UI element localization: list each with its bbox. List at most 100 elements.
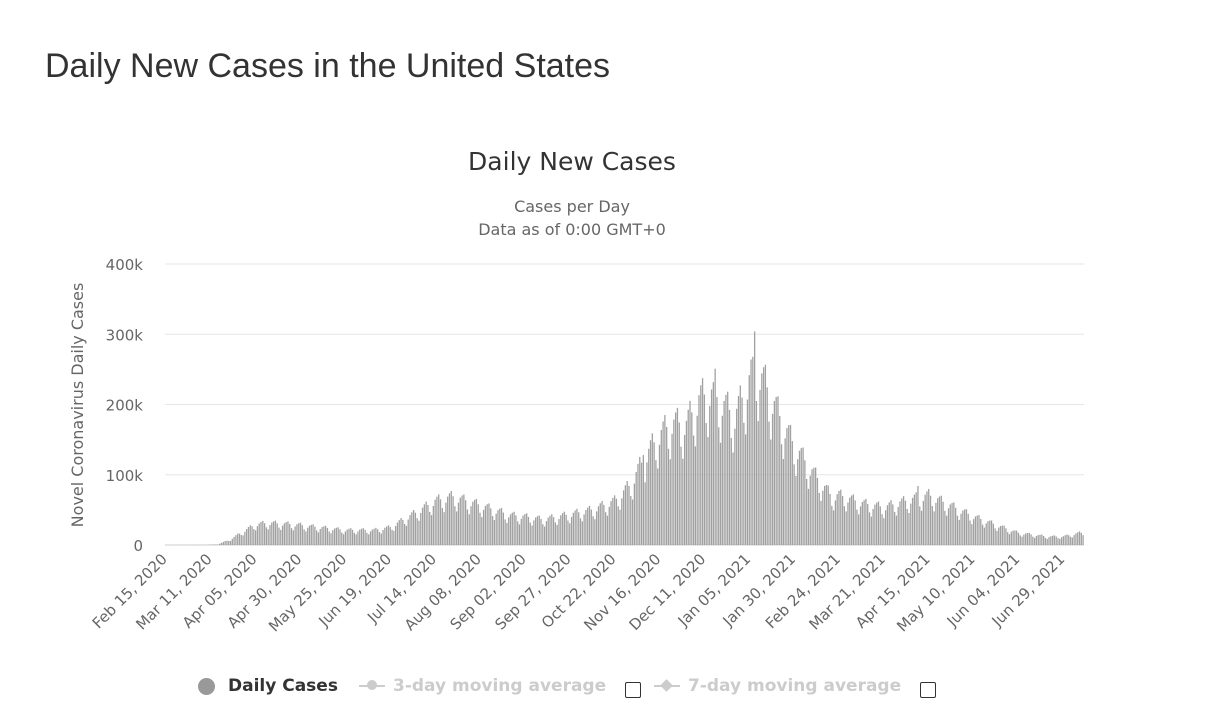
bar [978, 515, 980, 545]
bar [877, 501, 880, 545]
bar [495, 513, 497, 545]
bar [251, 526, 253, 545]
bar [445, 502, 447, 545]
bar [764, 364, 767, 545]
bar [852, 494, 854, 545]
legend-item-7-day-average[interactable]: 7-day moving average [654, 676, 901, 696]
bar [1021, 536, 1023, 545]
bar [337, 527, 339, 545]
bar [680, 446, 682, 545]
checkbox-3-day-average[interactable] [625, 682, 641, 698]
bar [1057, 538, 1059, 545]
bar [883, 518, 885, 545]
y-tick-label: 300k [106, 326, 144, 344]
bar [447, 496, 449, 545]
bar [605, 512, 607, 545]
bar [387, 525, 390, 545]
x-tick-label: May 10, 2021 [893, 550, 978, 635]
bar [653, 442, 655, 545]
bar [1030, 534, 1032, 545]
bar [813, 467, 815, 545]
bar [622, 490, 625, 545]
bar [745, 434, 747, 545]
bar [527, 516, 530, 545]
bar [797, 459, 799, 545]
bar [990, 520, 993, 545]
bar [858, 514, 860, 545]
bar [1062, 536, 1064, 545]
bar [1042, 535, 1045, 545]
bar [710, 389, 713, 545]
bar [1078, 531, 1081, 545]
bar [386, 526, 388, 545]
bar [615, 498, 618, 545]
bar [229, 540, 232, 545]
bar [344, 531, 347, 545]
bar [829, 493, 831, 545]
bar [635, 471, 637, 545]
checkbox-7-day-average[interactable] [920, 682, 936, 698]
bar [545, 521, 548, 545]
y-tick-label: 400k [106, 256, 144, 274]
bar [863, 500, 865, 545]
bar [771, 413, 774, 545]
legend-item-daily-cases[interactable]: Daily Cases [198, 676, 338, 696]
bar [572, 512, 574, 545]
bar [543, 526, 546, 545]
bar [854, 500, 856, 545]
bar [378, 532, 381, 545]
bar [946, 515, 948, 545]
bar [515, 515, 517, 545]
bar [213, 544, 215, 545]
legend-item-3-day-average[interactable]: 3-day moving average [359, 676, 606, 696]
bar [238, 533, 241, 545]
bar [346, 529, 348, 545]
bar [1026, 533, 1029, 545]
bar [326, 528, 329, 545]
bar [746, 399, 749, 545]
bar [1053, 535, 1056, 545]
bar [506, 522, 508, 545]
bar [583, 514, 585, 545]
bar [687, 409, 689, 545]
bar [325, 525, 327, 545]
bar [500, 508, 503, 545]
bar [938, 496, 941, 545]
bar [237, 533, 239, 545]
bar [439, 499, 442, 545]
bar [407, 519, 409, 545]
bar [289, 524, 291, 545]
x-tick-label: May 25, 2020 [265, 550, 350, 635]
bar [594, 519, 596, 545]
bar [933, 511, 935, 545]
bar [651, 433, 653, 545]
bar [581, 521, 583, 545]
bar [732, 452, 734, 545]
bar [881, 514, 883, 545]
bar [947, 508, 950, 545]
bar [958, 519, 960, 545]
bar [831, 505, 833, 545]
bar [321, 527, 323, 545]
bar [348, 528, 350, 545]
bar [908, 513, 910, 545]
bar [350, 528, 352, 545]
bar [1064, 535, 1066, 545]
bar [843, 506, 846, 545]
bar [603, 504, 605, 545]
bar [339, 529, 341, 545]
bar [798, 450, 801, 545]
bar [1007, 532, 1009, 545]
bar [750, 359, 752, 545]
bar [491, 516, 494, 545]
bar [804, 460, 806, 545]
bar [430, 515, 433, 545]
bar [281, 525, 284, 545]
bar [526, 513, 528, 545]
bar [472, 501, 474, 545]
bar [705, 423, 707, 545]
bar [960, 513, 962, 545]
bar [538, 515, 540, 545]
bar [786, 428, 788, 545]
bar [981, 524, 984, 545]
